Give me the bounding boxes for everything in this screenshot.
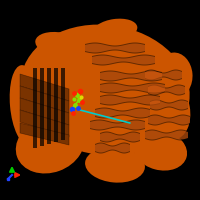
Polygon shape	[54, 68, 58, 142]
Polygon shape	[145, 131, 188, 139]
Polygon shape	[100, 71, 162, 81]
Polygon shape	[100, 96, 160, 104]
Polygon shape	[148, 86, 185, 94]
Polygon shape	[20, 86, 69, 113]
Ellipse shape	[16, 117, 84, 173]
Polygon shape	[20, 110, 69, 137]
Polygon shape	[20, 123, 69, 145]
Polygon shape	[95, 109, 150, 117]
Polygon shape	[20, 86, 69, 113]
Ellipse shape	[35, 32, 85, 58]
Polygon shape	[150, 100, 188, 110]
Ellipse shape	[10, 65, 40, 145]
Polygon shape	[95, 144, 130, 152]
Polygon shape	[100, 84, 165, 92]
Polygon shape	[145, 71, 182, 79]
Polygon shape	[95, 108, 150, 118]
Polygon shape	[85, 43, 145, 53]
Polygon shape	[20, 110, 69, 137]
Polygon shape	[20, 123, 69, 145]
Polygon shape	[148, 115, 190, 125]
Polygon shape	[100, 72, 162, 80]
Polygon shape	[61, 68, 65, 140]
Ellipse shape	[20, 25, 190, 155]
Polygon shape	[100, 95, 160, 105]
Polygon shape	[20, 74, 69, 101]
Polygon shape	[100, 132, 140, 142]
Polygon shape	[33, 68, 37, 148]
Ellipse shape	[85, 147, 145, 183]
Polygon shape	[148, 85, 185, 95]
Polygon shape	[145, 130, 188, 140]
Polygon shape	[90, 120, 145, 130]
Ellipse shape	[93, 19, 137, 41]
Ellipse shape	[150, 80, 190, 140]
Polygon shape	[85, 44, 145, 52]
Polygon shape	[100, 133, 140, 141]
Polygon shape	[47, 68, 51, 144]
Polygon shape	[92, 56, 155, 64]
Ellipse shape	[133, 129, 187, 171]
Ellipse shape	[157, 53, 193, 97]
Polygon shape	[40, 68, 44, 146]
Polygon shape	[92, 55, 155, 65]
Polygon shape	[150, 101, 188, 109]
Polygon shape	[90, 121, 145, 129]
Polygon shape	[145, 70, 182, 80]
Polygon shape	[20, 74, 69, 101]
Polygon shape	[20, 98, 69, 125]
Polygon shape	[95, 143, 130, 153]
Polygon shape	[148, 116, 190, 124]
Polygon shape	[20, 98, 69, 125]
Polygon shape	[100, 83, 165, 93]
